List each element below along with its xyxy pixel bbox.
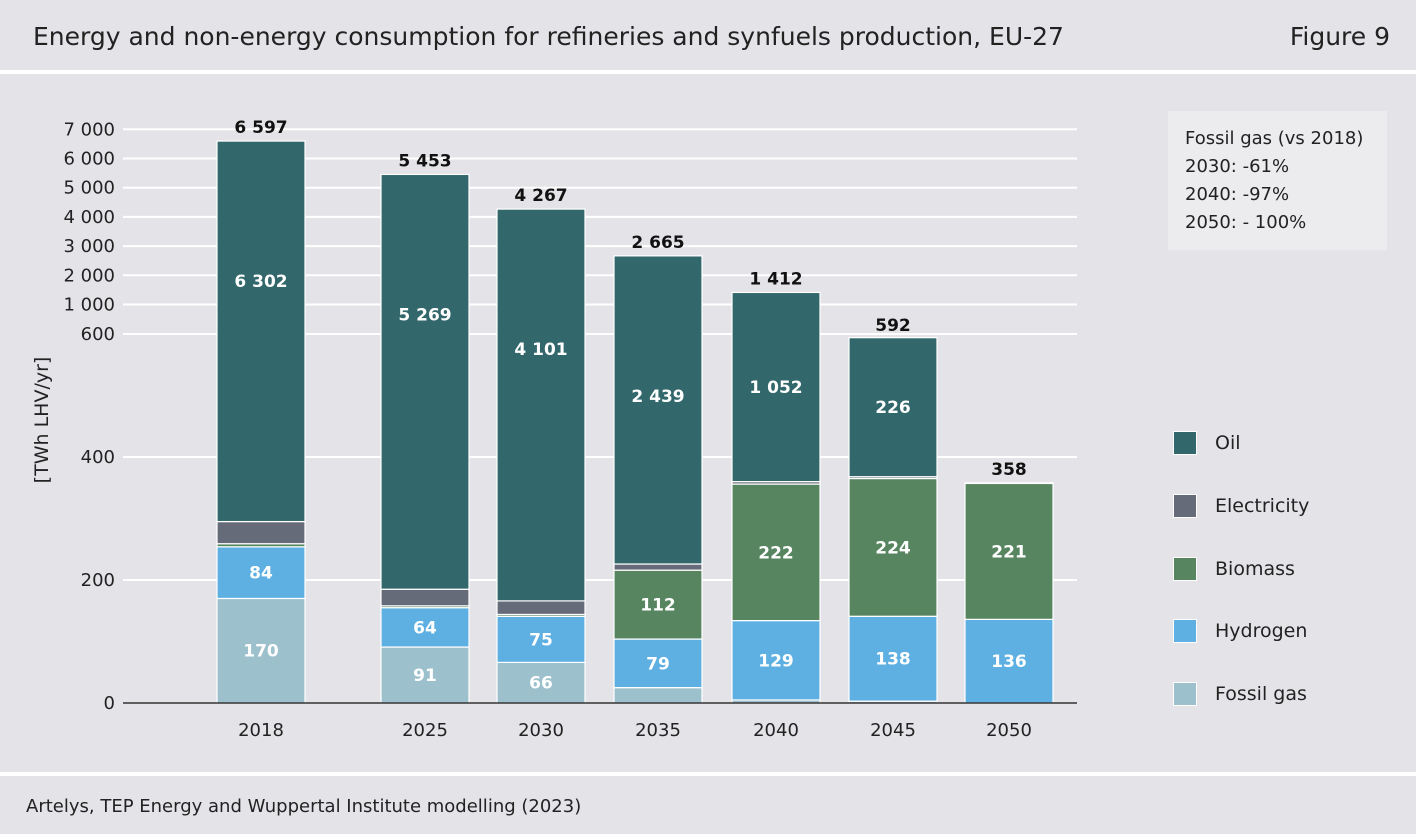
bar-segment bbox=[496, 600, 586, 616]
bar-segment bbox=[613, 638, 703, 689]
x-tick-label: 2040 bbox=[753, 720, 799, 741]
note-title: Fossil gas (vs 2018) bbox=[1185, 128, 1364, 149]
y-tick-label: 600 bbox=[81, 324, 115, 345]
x-tick-label: 2030 bbox=[518, 720, 564, 741]
total-label: 5 453 bbox=[398, 151, 451, 171]
chart-title: Energy and non-energy consumption for re… bbox=[33, 22, 1064, 51]
total-label: 592 bbox=[875, 316, 911, 336]
y-tick-label: 2 000 bbox=[63, 265, 115, 286]
note-line: 2040: -97% bbox=[1185, 184, 1290, 205]
bar-segment bbox=[613, 563, 703, 571]
bar-segment bbox=[613, 255, 703, 565]
legend-swatch bbox=[1173, 619, 1197, 643]
segment-label: 91 bbox=[413, 666, 437, 686]
segment-label: 224 bbox=[875, 538, 911, 558]
segment-label: 5 269 bbox=[398, 305, 451, 325]
legend-swatch bbox=[1173, 682, 1197, 706]
y-tick-label: 1 000 bbox=[63, 295, 115, 316]
bar-segment bbox=[848, 477, 938, 617]
total-label: 1 412 bbox=[749, 269, 802, 289]
bar-segment bbox=[731, 483, 821, 622]
legend-label: Electricity bbox=[1215, 495, 1310, 517]
y-tick-label: 3 000 bbox=[63, 236, 115, 257]
bar-segment bbox=[380, 173, 470, 590]
bar-segment bbox=[216, 140, 306, 523]
x-tick-label: 2045 bbox=[870, 720, 916, 741]
segment-label: 112 bbox=[640, 596, 676, 616]
bar-segment bbox=[731, 291, 821, 483]
figure-label: Figure 9 bbox=[1289, 22, 1390, 51]
x-axis-ticks: 2018 2025 2030 2035 2040 2045 2050 bbox=[238, 720, 1032, 741]
total-label: 2 665 bbox=[631, 233, 684, 253]
total-label: 6 597 bbox=[234, 118, 287, 138]
bar-segment bbox=[964, 482, 1054, 620]
footer: Artelys, TEP Energy and Wuppertal Instit… bbox=[0, 772, 1416, 834]
y-tick-label: 0 bbox=[104, 693, 115, 714]
bar-segment bbox=[613, 687, 703, 704]
legend-label: Oil bbox=[1215, 432, 1241, 454]
segment-label: 222 bbox=[758, 543, 794, 563]
segment-labels: 170 84 6 302 91 64 5 269 66 75 4 101 79 112 2 439 12… bbox=[234, 272, 1026, 694]
segment-label: 4 101 bbox=[514, 340, 567, 360]
segment-label: 221 bbox=[991, 542, 1027, 562]
note-line: 2030: -61% bbox=[1185, 156, 1290, 177]
y-tick-label: 6 000 bbox=[63, 149, 115, 170]
segment-label: 64 bbox=[413, 618, 437, 638]
bar-segment bbox=[380, 588, 470, 607]
y-tick-label: 200 bbox=[81, 570, 115, 591]
legend-label: Fossil gas bbox=[1215, 683, 1307, 705]
y-tick-label: 400 bbox=[81, 447, 115, 468]
segment-label: 79 bbox=[646, 654, 670, 674]
legend-label: Biomass bbox=[1215, 558, 1295, 580]
note-line: 2050: - 100% bbox=[1185, 212, 1307, 233]
segment-label: 1 052 bbox=[749, 378, 802, 398]
segment-label: 136 bbox=[991, 652, 1027, 672]
segment-label: 129 bbox=[758, 651, 794, 671]
legend-swatch bbox=[1173, 431, 1197, 455]
segment-label: 226 bbox=[875, 398, 911, 418]
x-tick-label: 2035 bbox=[635, 720, 681, 741]
y-tick-label: 7 000 bbox=[63, 119, 115, 140]
y-axis-ticks: 0 200 400 600 1 000 2 000 3 000 4 000 5 000 6 000… bbox=[63, 119, 115, 714]
bar-segment bbox=[848, 337, 938, 478]
total-label: 358 bbox=[991, 460, 1027, 480]
bar-segment bbox=[496, 615, 586, 664]
x-tick-label: 2025 bbox=[402, 720, 448, 741]
segment-label: 138 bbox=[875, 650, 911, 670]
segment-label: 2 439 bbox=[631, 387, 684, 407]
bar-segment bbox=[496, 661, 586, 704]
y-tick-label: 5 000 bbox=[63, 178, 115, 199]
segment-label: 75 bbox=[529, 630, 553, 650]
legend-swatch bbox=[1173, 494, 1197, 518]
header: Energy and non-energy consumption for re… bbox=[0, 0, 1416, 74]
legend-label: Hydrogen bbox=[1215, 620, 1308, 642]
bar-segment bbox=[380, 607, 470, 648]
total-labels: 6 597 5 453 4 267 2 665 1 412 592 358 bbox=[234, 118, 1026, 480]
segment-label: 170 bbox=[243, 642, 279, 662]
legend-swatch bbox=[1173, 557, 1197, 581]
bar-segment bbox=[613, 569, 703, 640]
x-tick-label: 2018 bbox=[238, 720, 284, 741]
segment-label: 84 bbox=[249, 564, 273, 584]
bar-segment bbox=[731, 619, 821, 701]
bar-segment bbox=[964, 482, 1054, 485]
segment-label: 6 302 bbox=[234, 272, 287, 292]
fossil-gas-note: Fossil gas (vs 2018) 2030: -61% 2040: -9… bbox=[1168, 111, 1387, 250]
y-axis-label: [TWh LHV/yr] bbox=[31, 357, 53, 484]
segment-label: 66 bbox=[529, 674, 553, 694]
bars bbox=[216, 140, 1054, 704]
y-tick-label: 4 000 bbox=[63, 207, 115, 228]
x-tick-label: 2050 bbox=[986, 720, 1032, 741]
total-label: 4 267 bbox=[514, 186, 567, 206]
bar-segment bbox=[496, 208, 586, 602]
source-note: Artelys, TEP Energy and Wuppertal Instit… bbox=[26, 796, 582, 817]
bar-segment bbox=[216, 520, 306, 545]
